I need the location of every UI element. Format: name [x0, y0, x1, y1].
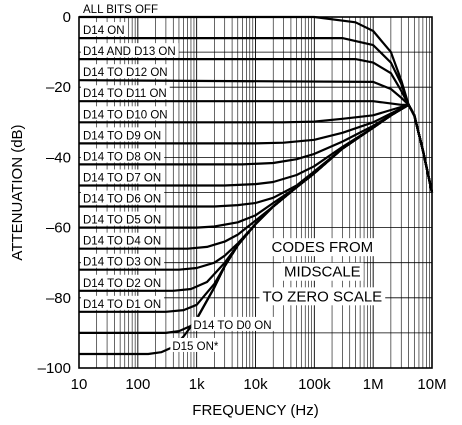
series-curves [78, 15, 434, 356]
series-label-bg-8 [81, 169, 165, 184]
series-label-7: D14 TO D8 ON [83, 151, 161, 163]
series-label-16: D15 ON* [172, 341, 219, 353]
plot-frame [78, 16, 433, 369]
series-label-bg-14 [81, 295, 165, 310]
y-tick-label-1: –20 [46, 79, 71, 96]
series-label-11: D14 TO D4 ON [83, 236, 161, 248]
series-label-bg-12 [81, 253, 165, 268]
series-label-bg-5 [81, 106, 171, 121]
x-axis-label: FREQUENCY (Hz) [192, 402, 318, 419]
series-label-bg-10 [81, 211, 165, 226]
series-label-bg-15 [191, 316, 275, 331]
series-label-10: D14 TO D5 ON [83, 215, 161, 227]
x-tick-label-3: 10k [243, 376, 268, 393]
series-label-14: D14 TO D1 ON [83, 299, 161, 311]
series-label-bg-11 [81, 232, 165, 247]
y-tick-label-5: –100 [38, 360, 71, 377]
x-tick-label-2: 1k [189, 376, 205, 393]
series-label-bg-6 [81, 127, 165, 142]
series-label-8: D14 TO D7 ON [83, 172, 161, 184]
series-label-bg-1 [81, 22, 128, 37]
annotation-line-2: TO ZERO SCALE [262, 288, 382, 305]
series-label-12: D14 TO D3 ON [83, 257, 161, 269]
y-tick-label-3: –60 [46, 220, 71, 237]
y-tick-label-2: –40 [46, 149, 71, 166]
series-label-bg-4 [81, 85, 170, 100]
series-label-bg-16 [170, 337, 222, 352]
annotation-bg-1 [280, 262, 364, 281]
series-label-bg-7 [81, 148, 165, 163]
series-label-13: D14 TO D2 ON [83, 278, 161, 290]
series-label-9: D14 TO D6 ON [83, 194, 161, 206]
annotation-bg-2 [259, 287, 386, 306]
y-tick-label-0: 0 [63, 9, 71, 26]
y-tick-labels: 0 –20 –40 –60 –80 –100 [38, 9, 71, 377]
x-tick-label-1: 100 [125, 376, 150, 393]
annotation-bg-0 [268, 238, 377, 257]
annotation-line-1: MIDSCALE [284, 264, 361, 281]
codes-annotation: CODES FROM MIDSCALE TO ZERO SCALE [259, 238, 386, 306]
series-label-4: D14 TO D11 ON [83, 88, 167, 100]
series-labels: ALL BITS OFF D14 ON D14 AND D13 ON D14 TO D… [81, 1, 275, 353]
x-tick-label-4: 100k [298, 376, 331, 393]
series-label-3: D14 TO D12 ON [83, 67, 168, 79]
series-label-bg-9 [81, 190, 165, 205]
series-label-bg-0 [81, 1, 161, 15]
series-label-1: D14 ON [83, 25, 125, 37]
x-tick-label-6: 10M [417, 376, 446, 393]
annotation-line-0: CODES FROM [271, 239, 373, 256]
series-label-bg-2 [81, 43, 179, 58]
series-label-15: D14 TO D0 ON [193, 320, 271, 332]
series-label-5: D14 TO D10 ON [83, 109, 168, 121]
y-tick-label-4: –80 [46, 290, 71, 307]
series-label-bg-13 [81, 274, 165, 289]
series-label-6: D14 TO D9 ON [83, 130, 161, 142]
series-label-0: ALL BITS OFF [83, 4, 158, 16]
x-tick-labels: 10 100 1k 10k 100k 1M 10M [71, 376, 447, 393]
x-tick-label-0: 10 [71, 376, 88, 393]
x-tick-label-5: 1M [363, 376, 384, 393]
series-label-bg-3 [81, 64, 171, 79]
y-axis-label: ATTENUATION (dB) [9, 124, 26, 260]
series-label-2: D14 AND D13 ON [83, 46, 176, 58]
